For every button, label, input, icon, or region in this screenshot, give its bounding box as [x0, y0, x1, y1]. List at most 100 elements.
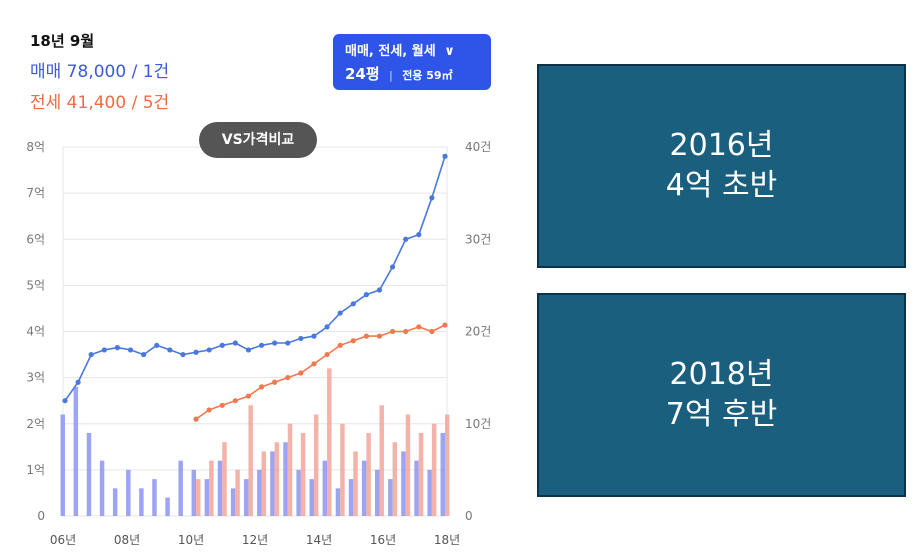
data-point-jeonse	[298, 370, 304, 376]
volume-bar-sale	[296, 469, 301, 516]
data-point-jeonse	[232, 398, 238, 404]
volume-bar-sale	[191, 469, 197, 516]
data-point-sale	[101, 347, 107, 353]
selector-separator: |	[388, 69, 393, 82]
panel-2016-year: 2016년	[669, 128, 774, 163]
volume-bar-sale	[270, 451, 275, 516]
y-tick-right: 10건	[465, 417, 491, 431]
data-point-sale	[403, 236, 409, 242]
panel-2016-price: 4억 초반	[665, 168, 778, 203]
selector-exclusive: 전용 59㎡	[402, 69, 453, 82]
data-point-sale	[389, 264, 396, 270]
volume-bar-sale	[73, 386, 79, 516]
data-point-jeonse	[245, 393, 252, 399]
data-point-jeonse	[193, 416, 199, 422]
data-point-jeonse	[350, 338, 356, 344]
volume-bar-sale	[86, 432, 92, 516]
y-tick-left: 3억	[26, 371, 45, 385]
x-tick: 10년	[178, 533, 204, 547]
series-line-jeonse	[195, 324, 446, 420]
type-size-selector[interactable]: 매매, 전세, 월세 ∨ 24평 | 전용 59㎡	[333, 34, 491, 90]
data-point-jeonse	[416, 324, 422, 330]
volume-bar-jeonse	[287, 423, 293, 516]
volume-bar-sale	[361, 460, 367, 516]
x-tick: 18년	[434, 533, 460, 547]
data-point-sale	[232, 340, 238, 346]
panel-2018-year: 2018년	[669, 357, 774, 392]
data-point-sale	[167, 347, 173, 353]
data-point-sale	[206, 347, 212, 353]
data-point-sale	[180, 351, 186, 358]
data-point-sale	[193, 349, 199, 355]
data-point-jeonse	[442, 322, 448, 328]
volume-bar-sale	[283, 442, 288, 516]
volume-bar-sale	[99, 460, 105, 516]
data-point-jeonse	[363, 333, 369, 339]
data-point-sale	[311, 333, 317, 339]
volume-bar-jeonse	[248, 405, 253, 516]
volume-bar-jeonse	[327, 368, 332, 516]
data-point-jeonse	[258, 384, 265, 390]
data-point-jeonse	[206, 407, 212, 413]
volume-bar-jeonse	[274, 442, 280, 516]
volume-bar-sale	[348, 479, 354, 516]
x-tick: 14년	[306, 533, 332, 547]
volume-bar-jeonse	[235, 469, 240, 516]
x-tick: 16년	[370, 533, 396, 547]
data-point-sale	[258, 342, 265, 348]
data-point-jeonse	[403, 328, 409, 335]
x-tick: 06년	[50, 533, 76, 547]
y-tick-left: 8억	[26, 140, 45, 154]
data-point-jeonse	[324, 351, 330, 358]
y-tick-left: 5억	[26, 278, 45, 292]
volume-bar-jeonse	[379, 405, 384, 516]
x-tick: 12년	[242, 533, 268, 547]
data-point-sale	[363, 292, 369, 298]
volume-bar-sale	[243, 479, 249, 516]
data-point-sale	[350, 301, 356, 307]
vs-compare-button[interactable]: VS가격비교	[199, 122, 317, 158]
data-point-jeonse	[219, 402, 225, 408]
data-point-sale	[298, 335, 304, 342]
volume-bar-jeonse	[405, 414, 411, 516]
volume-bar-sale	[401, 451, 406, 516]
selector-size: 24평 | 전용 59㎡	[345, 63, 479, 84]
y-tick-right: 0	[465, 509, 473, 523]
data-point-sale	[219, 342, 225, 348]
volume-bar-jeonse	[300, 432, 306, 516]
data-point-jeonse	[311, 361, 317, 367]
volume-bar-sale	[375, 469, 380, 516]
volume-bar-jeonse	[445, 414, 450, 516]
panel-2016: 2016년 4억 초반	[537, 64, 906, 268]
y-tick-left: 0	[37, 509, 45, 523]
data-point-sale	[442, 153, 448, 159]
data-point-sale	[324, 324, 330, 330]
volume-bar-jeonse	[209, 460, 214, 516]
data-point-sale	[127, 347, 134, 353]
y-tick-right: 20건	[465, 325, 491, 339]
price-summary: 18년 9월 매매 78,000 / 1건 전세 41,400 / 5건	[30, 30, 169, 113]
y-tick-right: 40건	[465, 140, 491, 154]
y-tick-left: 6억	[26, 232, 45, 246]
volume-bar-sale	[322, 460, 328, 516]
selector-pyeong: 24평	[345, 65, 380, 83]
selector-types-label: 매매, 전세, 월세	[345, 44, 436, 59]
volume-bar-sale	[440, 432, 445, 516]
volume-bar-sale	[152, 479, 157, 516]
y-tick-left: 4억	[26, 325, 45, 339]
volume-bar-sale	[335, 488, 341, 516]
summary-date: 18년 9월	[30, 32, 95, 50]
volume-bar-sale	[178, 460, 183, 516]
data-point-sale	[154, 342, 160, 348]
volume-bar-jeonse	[340, 423, 345, 516]
volume-bar-jeonse	[353, 451, 358, 516]
data-point-sale	[429, 195, 435, 201]
panel-2018-price: 7억 후반	[665, 397, 778, 432]
volume-bar-sale	[139, 488, 144, 516]
data-point-jeonse	[337, 342, 343, 348]
volume-bar-sale	[112, 488, 118, 516]
data-point-sale	[416, 232, 422, 238]
selector-types: 매매, 전세, 월세 ∨	[345, 40, 479, 59]
data-point-sale	[245, 347, 252, 353]
